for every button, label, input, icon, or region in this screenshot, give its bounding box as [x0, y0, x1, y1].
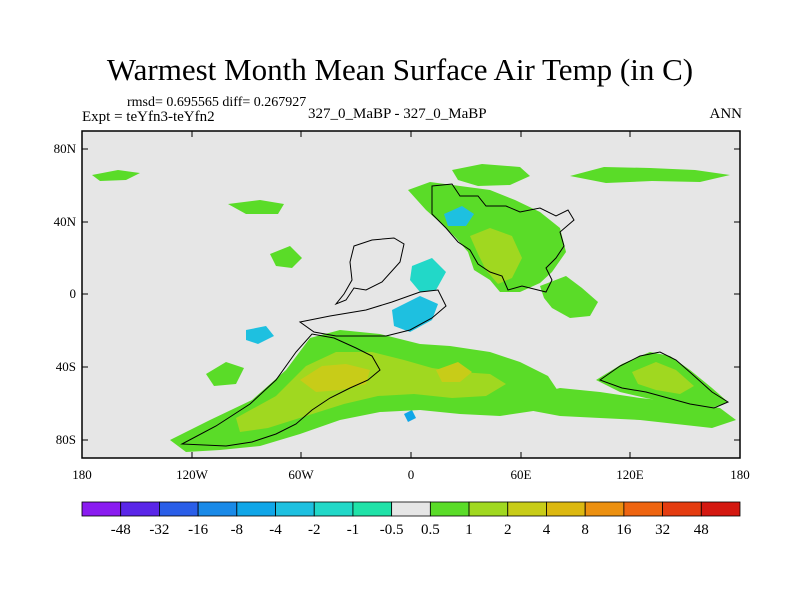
field-southwest-patch [206, 362, 244, 386]
stats-line: rmsd= 0.695565 diff= 0.267927 [127, 95, 307, 110]
continent-outlines [180, 183, 730, 447]
colorbar-label: 1 [465, 522, 473, 538]
field-cool-tiny-1 [404, 410, 416, 422]
colorbar-swatch [197, 501, 238, 517]
colorbar-label: 32 [655, 522, 670, 538]
colorbar-swatch [468, 501, 509, 517]
field-north-america-west [228, 200, 284, 214]
colorbar-label: -1 [347, 522, 360, 538]
map-title: Warmest Month Mean Surface Air Temp (in … [106, 52, 694, 87]
colorbar-swatch [352, 501, 393, 517]
field-pacific-northeast [540, 276, 598, 318]
lon-label-0: 0 [408, 467, 415, 482]
field-south-band-hot-2 [436, 362, 472, 382]
colorbar-label: 0.5 [421, 522, 440, 538]
colorbar-swatch [236, 501, 276, 517]
colorbar-swatch [275, 501, 315, 517]
field-cool-north [444, 206, 474, 226]
colorbar-swatch [546, 501, 586, 517]
colorbar-label: 2 [504, 522, 512, 538]
colorbar-swatch [662, 501, 702, 517]
lon-label-120w: 120W [176, 467, 209, 482]
colorbar-swatch [584, 501, 625, 517]
colorbar-label: 4 [543, 522, 551, 538]
outline-northern-continent [431, 183, 575, 293]
colorbar-swatch [623, 501, 663, 517]
outline-western-continent [334, 237, 405, 306]
field-cool-mid [392, 296, 438, 332]
field-arctic-east [570, 167, 730, 183]
colorbar-label: -0.5 [380, 522, 404, 538]
field-southeast-warm [632, 362, 694, 394]
lon-label-180e: 180 [730, 467, 750, 482]
colorbar-swatch [313, 501, 354, 517]
lon-label-60e: 60E [511, 467, 532, 482]
colorbar-swatch [700, 501, 741, 517]
colorbar-label: 8 [581, 522, 589, 538]
colorbar-swatch [81, 501, 122, 517]
outline-east-continent [598, 351, 730, 409]
lon-tick-labels: 180 120W 60W 0 60E 120E 180 [72, 467, 750, 482]
period-label: ANN [709, 106, 743, 122]
colorbar-label: -16 [188, 522, 208, 538]
colorbar-swatch [429, 501, 470, 517]
colorbar-label: -4 [269, 522, 282, 538]
axis-ticks [82, 131, 740, 458]
colorbar: -48 -32 -16 -8 -4 -2 -1 -0.5 0.5 1 2 4 8 16 32 48 [81, 501, 741, 538]
field-north-america-mid [270, 246, 302, 268]
colorbar-label: -2 [308, 522, 321, 538]
colorbar-label: 48 [694, 522, 709, 538]
experiment-label: Expt = teYfn3-teYfn2 [82, 109, 215, 125]
difference-fields [92, 164, 736, 452]
colorbar-label: -32 [149, 522, 169, 538]
lat-label-40s: 40S [56, 359, 76, 374]
lon-label-60w: 60W [288, 467, 314, 482]
case-label: 327_0_MaBP - 327_0_MaBP [308, 106, 487, 122]
lat-label-40n: 40N [54, 214, 77, 229]
lat-label-80n: 80N [54, 141, 77, 156]
outline-south-continent [180, 333, 381, 447]
field-greenland [452, 164, 530, 186]
field-eurasia-warm [470, 228, 522, 284]
field-cool-west [246, 326, 274, 344]
colorbar-label: 16 [616, 522, 632, 538]
colorbar-label: -48 [111, 522, 131, 538]
colorbar-swatch [507, 501, 547, 517]
colorbar-swatch [159, 501, 199, 517]
field-south-band-hot [300, 364, 370, 392]
lat-label-0: 0 [70, 286, 77, 301]
lon-label-180w: 180 [72, 467, 92, 482]
field-south-central [520, 388, 736, 428]
field-arctic-west [92, 170, 140, 181]
lat-label-80s: 80S [56, 432, 76, 447]
field-cool-central [410, 258, 446, 292]
colorbar-swatch [120, 501, 160, 517]
outline-bridge [298, 289, 447, 337]
colorbar-swatch [391, 501, 431, 517]
lat-tick-labels: 80N 40N 0 40S 80S [54, 141, 77, 447]
lon-label-120e: 120E [616, 467, 644, 482]
colorbar-label: -8 [231, 522, 244, 538]
